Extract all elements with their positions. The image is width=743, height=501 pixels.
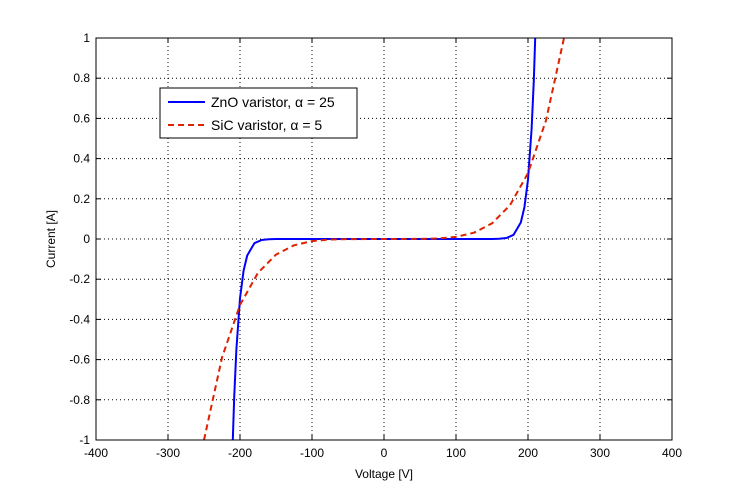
x-tick-label: -400 [84,446,108,460]
plot-frame [95,37,673,441]
legend-label-sic: SiC varistor, α = 5 [211,117,322,133]
y-tick-label: -0.2 [69,272,90,286]
y-axis-label: Current [A] [44,210,58,268]
y-ticks: -1 -0.8 -0.6 -0.4 -0.2 0 0.2 0.4 0.6 0.8 1 [69,31,672,447]
y-tick-label: -0.4 [69,312,90,326]
legend-label-zno: ZnO varistor, α = 25 [211,94,335,110]
y-tick-label: -0.8 [69,393,90,407]
y-tick-label: 1 [83,31,90,45]
y-tick-label: 0.4 [73,152,90,166]
x-ticks: -400 -300 -200 -100 0 100 200 300 400 [84,38,682,460]
x-axis-label: Voltage [V] [355,467,413,481]
x-tick-label: 0 [381,446,388,460]
x-tick-label: -300 [156,446,180,460]
x-tick-label: 100 [446,446,466,460]
y-tick-label: 0.2 [73,192,90,206]
series-line-sic [203,37,565,441]
y-tick-label: -0.6 [69,353,90,367]
y-tick-label: 0.6 [73,111,90,125]
x-tick-label: 400 [662,446,682,460]
x-tick-label: -200 [228,446,252,460]
legend: ZnO varistor, α = 25 SiC varistor, α = 5 [159,87,358,139]
x-tick-label: 300 [590,446,610,460]
x-tick-label: -100 [300,446,324,460]
x-tick-label: 200 [518,446,538,460]
y-tick-label: 0.8 [73,71,90,85]
legend-box [159,87,358,139]
y-tick-label: 0 [83,232,90,246]
series-group [203,37,565,441]
y-tick-label: -1 [79,433,90,447]
